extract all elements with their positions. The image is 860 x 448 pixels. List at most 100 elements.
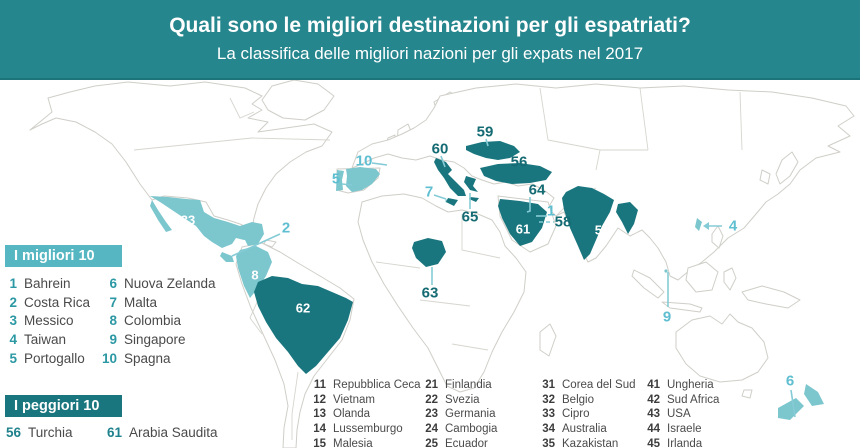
map-label-malta: 7	[424, 183, 434, 201]
list-item: 2 Costa Rica	[4, 293, 90, 312]
country-qatar	[534, 218, 538, 224]
map-label-colombia: 8	[251, 267, 259, 283]
map-label-kuwait: 64	[528, 181, 546, 199]
island-japan	[775, 151, 799, 185]
country-name: Australia	[562, 423, 607, 436]
leader-nuova-zelanda	[790, 389, 796, 418]
list-item: 44 Israele	[642, 422, 719, 437]
landmass-australia	[675, 313, 769, 383]
island-new-guinea	[741, 285, 801, 309]
list-item: 56 Turchia	[4, 425, 103, 440]
country-grecia	[464, 176, 478, 192]
rank-number: 6	[109, 275, 117, 291]
country-italia-sicilia	[446, 198, 458, 206]
peninsula-korea	[759, 169, 771, 185]
islands-philippines	[711, 225, 724, 249]
list-item: 61 Arabia Saudita	[103, 425, 218, 440]
country-nuova-zelanda-north	[804, 384, 824, 406]
rank-number: 11	[313, 379, 326, 392]
country-name: Turchia	[28, 425, 73, 440]
border-us-canada	[133, 137, 331, 151]
rank-number: 4	[9, 332, 17, 348]
rank-number: 56	[5, 425, 21, 440]
list-item: 41 Ungheria	[642, 378, 719, 393]
ranking-column-31-35: 31 Corea del Sud 32 Belgio 33 Cipro 34 Austr…	[537, 378, 636, 448]
country-name: Sud Africa	[667, 393, 720, 406]
map-label-italia: 60	[431, 140, 449, 158]
map-label-messico: 33	[180, 212, 196, 228]
country-name: Taiwan	[24, 332, 67, 348]
rank-number: 22	[425, 393, 438, 406]
country-name: Ungheria	[667, 379, 714, 392]
leader-taiwan-arrowhead	[703, 222, 709, 230]
list-item: 9 Singapore	[98, 330, 216, 349]
country-name: Ecuador	[445, 437, 488, 448]
country-grecia-creta	[469, 197, 479, 202]
rank-number: 13	[313, 408, 326, 421]
country-singapore	[664, 269, 668, 273]
island-borneo	[685, 261, 719, 293]
rank-number: 7	[109, 294, 117, 310]
list-item: 5 Portogallo	[4, 349, 90, 368]
list-item: 31 Corea del Sud	[537, 378, 636, 393]
island-sulawesi	[723, 267, 737, 291]
rank-number: 42	[647, 393, 660, 406]
rank-number: 12	[313, 393, 326, 406]
list-item: 33 Cipro	[537, 407, 636, 422]
list-item: 23 Germania	[420, 407, 497, 422]
map-label-arabia-saudita: 61	[515, 221, 531, 237]
rank-number: 34	[542, 423, 555, 436]
rank-number: 25	[425, 437, 438, 448]
country-portogallo	[336, 170, 344, 191]
border-asia	[539, 87, 743, 217]
header-banner: Quali sono le migliori destinazioni per …	[0, 0, 860, 80]
list-item: 8 Colombia	[98, 312, 216, 331]
map-label-nigeria: 63	[421, 284, 439, 302]
country-india	[562, 186, 614, 260]
list-item: 22 Svezia	[420, 393, 497, 408]
border-africa	[375, 214, 501, 351]
map-label-brasile: 62	[295, 300, 311, 316]
country-costa-rica	[220, 252, 234, 262]
list-item: 12 Vietnam	[308, 393, 421, 408]
country-kuwait	[522, 209, 530, 216]
list-item: 34 Australia	[537, 422, 636, 437]
country-italia	[434, 158, 466, 196]
landmass-africa	[357, 193, 527, 393]
rank-number: 8	[109, 313, 117, 329]
rank-number: 31	[542, 379, 555, 392]
country-name: Costa Rica	[24, 294, 91, 310]
list-item: 21 Finlandia	[420, 378, 497, 393]
rank-number: 14	[313, 423, 326, 436]
map-label-turchia: 56	[510, 153, 528, 171]
country-name: Malesia	[333, 437, 373, 448]
list-item: 10 Spagna	[98, 349, 216, 368]
ranking-column-11-15: 11 Repubblica Ceca 12 Vietnam 13 Olanda 14 L…	[308, 378, 421, 448]
country-name: Kazakistan	[562, 437, 619, 448]
list-item: 3 Messico	[4, 312, 90, 331]
rank-number: 23	[425, 408, 438, 421]
map-label-spagna: 10	[355, 152, 373, 170]
list-item: 25 Ecuador	[420, 436, 497, 448]
island-madagascar	[539, 323, 557, 357]
rank-number: 10	[101, 351, 117, 367]
country-name: Arabia Saudita	[129, 425, 218, 440]
country-name: USA	[667, 408, 691, 421]
country-name: Malta	[124, 294, 158, 310]
country-name: Lussemburgo	[333, 423, 403, 436]
rank-number: 32	[542, 393, 555, 406]
country-india-northeast	[616, 202, 638, 234]
rank-number: 35	[542, 437, 555, 448]
country-name: Germania	[445, 408, 496, 421]
country-name: Olanda	[333, 408, 371, 421]
country-name: Nuova Zelanda	[124, 275, 216, 291]
country-name: Cambogia	[445, 423, 498, 436]
worst-10-row: 56 Turchia 61 Arabia Saudita	[4, 423, 218, 442]
country-name: Corea del Sud	[562, 379, 636, 392]
rank-number: 3	[9, 313, 17, 329]
rank-number: 61	[106, 425, 122, 440]
country-name: Spagna	[124, 351, 171, 367]
